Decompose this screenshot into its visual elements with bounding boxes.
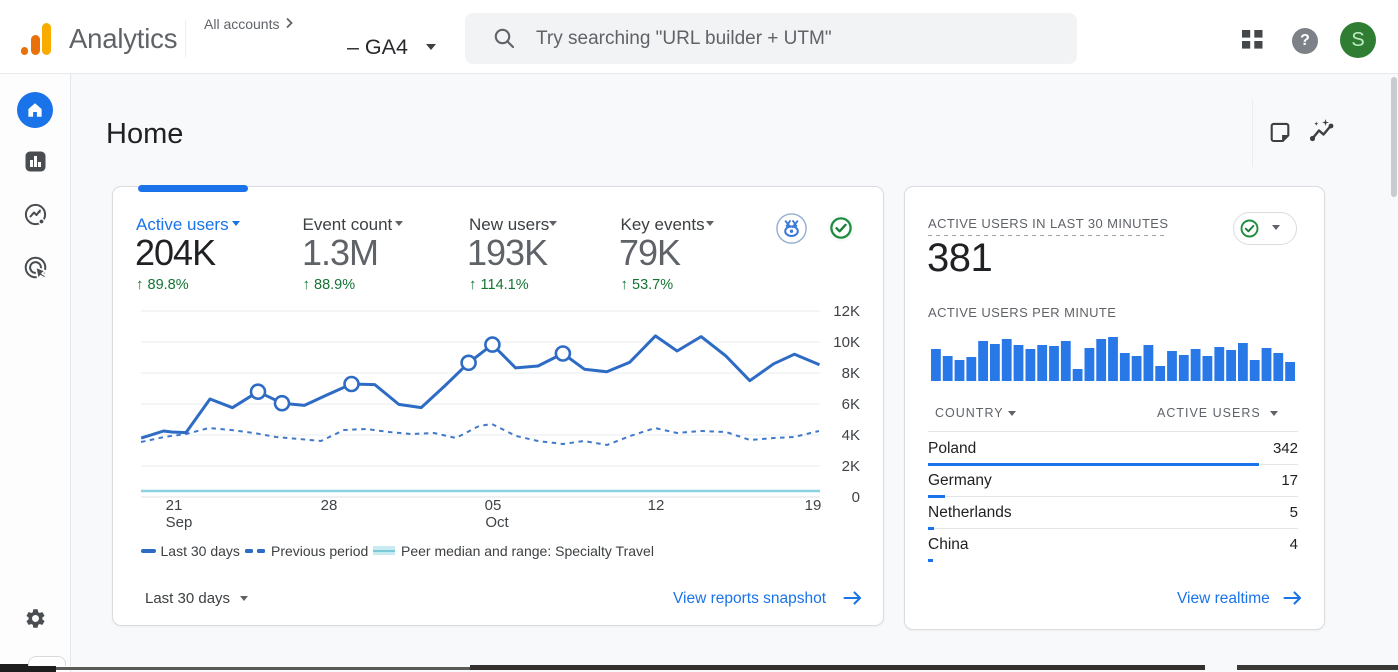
svg-text:05: 05 xyxy=(485,497,502,514)
svg-text:4K: 4K xyxy=(842,427,860,444)
svg-text:21: 21 xyxy=(166,497,183,514)
svg-text:19: 19 xyxy=(805,497,822,514)
svg-text:6K: 6K xyxy=(842,396,860,413)
svg-text:8K: 8K xyxy=(842,365,860,382)
svg-text:Oct: Oct xyxy=(485,514,509,531)
svg-text:Sep: Sep xyxy=(166,514,193,531)
svg-text:10K: 10K xyxy=(833,334,860,351)
svg-text:12K: 12K xyxy=(833,303,860,320)
svg-text:2K: 2K xyxy=(842,458,860,475)
svg-text:12: 12 xyxy=(648,497,665,514)
svg-text:0: 0 xyxy=(852,489,860,506)
svg-text:28: 28 xyxy=(321,497,338,514)
